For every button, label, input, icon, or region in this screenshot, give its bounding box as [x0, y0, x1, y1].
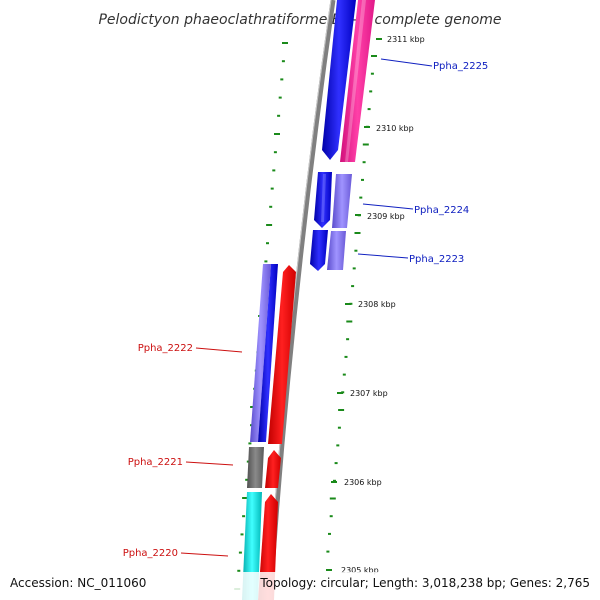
tick-dash — [342, 373, 346, 376]
tick-dash — [367, 108, 371, 111]
tick-dash — [329, 497, 336, 500]
tick-dash — [351, 285, 355, 288]
tick-dash — [280, 78, 284, 81]
tick-dash — [245, 478, 249, 481]
tick-dash — [274, 133, 280, 135]
tick-dash — [329, 515, 333, 518]
tick-dash — [361, 178, 364, 181]
tick-dash — [264, 260, 268, 263]
tick-dash — [272, 169, 276, 172]
tick-dash — [352, 267, 356, 270]
leader-Ppha_2220 — [180, 552, 229, 557]
leader-Ppha_2224 — [362, 203, 414, 210]
tick-dash — [337, 426, 341, 429]
genome-backbone — [267, 0, 336, 600]
scale-label-2307: 2307 kbp — [350, 389, 388, 398]
tick-dash — [270, 187, 274, 190]
gene-label-Ppha_2221[interactable]: Ppha_2221 — [128, 457, 183, 468]
scale-label-2308: 2308 kbp — [358, 300, 396, 309]
tick-dash — [278, 96, 282, 99]
gene-Ppha_2223-cds[interactable] — [310, 230, 328, 271]
tick-dash — [344, 355, 348, 358]
tick-dash — [266, 224, 273, 226]
gene-Ppha_2222-cog-a[interactable] — [250, 264, 271, 442]
tick-dash — [328, 532, 331, 535]
tick-dash — [248, 442, 252, 445]
gene-Ppha_2225-cds[interactable] — [322, 0, 356, 160]
topology-text: Topology: circular; Length: 3,018,238 bp… — [259, 576, 590, 590]
tick-dash — [277, 114, 281, 117]
footer-backdrop — [0, 572, 600, 600]
tick-dash — [371, 55, 377, 57]
gene-Ppha_2224-cog[interactable] — [332, 174, 352, 228]
gene-Ppha_2223-cog[interactable] — [327, 231, 346, 270]
scale-ticks — [326, 38, 382, 571]
scale-label-2309: 2309 kbp — [367, 212, 405, 221]
leader-Ppha_2222 — [195, 347, 243, 353]
tick-dash — [266, 242, 269, 245]
gene-label-Ppha_2223[interactable]: Ppha_2223 — [409, 254, 464, 265]
tick-dash — [346, 338, 350, 341]
tick-dash — [242, 497, 249, 499]
tick-dash — [359, 196, 363, 199]
tick-dash — [362, 143, 369, 146]
tick-dash — [326, 550, 330, 553]
gene-Ppha_2225-cog-hl — [345, 0, 366, 162]
leader-Ppha_2221 — [185, 461, 234, 466]
tick-dash — [269, 205, 273, 208]
scale-label-2305: 2305 kbp — [341, 566, 379, 575]
gene-Ppha_2224-cds[interactable] — [314, 172, 332, 228]
tick-dash — [334, 462, 338, 465]
tick-dash — [282, 42, 288, 44]
tick-dash — [238, 551, 242, 554]
tick-dash — [369, 90, 373, 93]
gene-Ppha_2224-cds-hl — [321, 174, 326, 222]
tick-dash — [273, 151, 277, 154]
tick-dash — [338, 409, 345, 411]
tick-dash — [281, 60, 285, 63]
map-title: Pelodictyon phaeoclathratiforme BU-1, co… — [98, 12, 501, 28]
scale-label-2310: 2310 kbp — [376, 124, 414, 133]
gene-label-Ppha_2220[interactable]: Ppha_2220 — [123, 548, 178, 559]
accession-text: Accession: NC_011060 — [10, 576, 146, 590]
tick-dash — [346, 320, 353, 323]
tick-dash — [354, 232, 361, 234]
scale-label-2311: 2311 kbp — [387, 35, 425, 44]
tick-dash — [354, 249, 358, 252]
gene-label-Ppha_2225[interactable]: Ppha_2225 — [433, 61, 488, 72]
gene-Ppha_2222-cds[interactable] — [268, 265, 296, 444]
tick-dash — [336, 444, 340, 447]
tick-dash — [370, 72, 374, 75]
tick-dash — [240, 533, 244, 536]
gene-Ppha_2221-cog[interactable] — [247, 447, 264, 488]
gene-Ppha_2222-cog-b[interactable] — [258, 264, 278, 442]
tick-dash — [362, 161, 366, 164]
tick-dash — [237, 569, 241, 572]
tick-dash — [242, 515, 246, 518]
scale-label-2306: 2306 kbp — [344, 478, 382, 487]
gene-Ppha_2225-cog[interactable] — [340, 0, 375, 162]
gene-label-Ppha_2222[interactable]: Ppha_2222 — [138, 343, 193, 354]
gene-Ppha_2221-cds[interactable] — [265, 450, 281, 488]
leader-Ppha_2225 — [380, 58, 433, 67]
gene-label-Ppha_2224[interactable]: Ppha_2224 — [414, 205, 469, 216]
tick-dash — [333, 479, 336, 482]
leader-Ppha_2223 — [357, 253, 409, 259]
